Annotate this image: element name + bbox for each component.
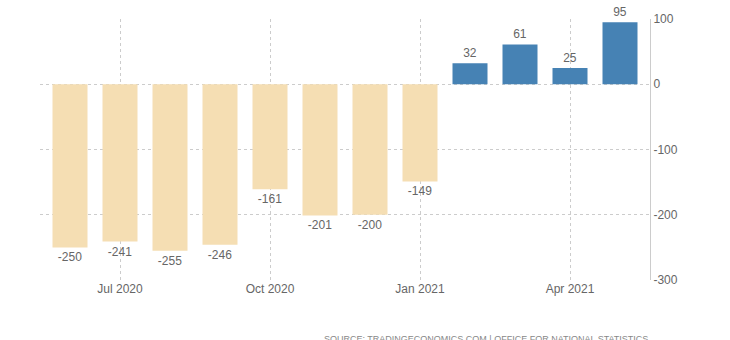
svg-text:-241: -241 — [108, 245, 132, 259]
svg-text:Oct 2020: Oct 2020 — [246, 282, 295, 296]
svg-text:-255: -255 — [158, 254, 182, 268]
svg-text:SOURCE: TRADINGECONOMICS.COM |: SOURCE: TRADINGECONOMICS.COM | OFFICE FO… — [324, 334, 648, 340]
svg-text:-161: -161 — [258, 192, 282, 206]
svg-text:Jul 2020: Jul 2020 — [97, 282, 143, 296]
svg-text:-200: -200 — [653, 208, 677, 222]
svg-text:61: 61 — [513, 27, 527, 41]
svg-text:-201: -201 — [308, 218, 332, 232]
svg-text:-300: -300 — [653, 273, 677, 287]
svg-text:-200: -200 — [358, 218, 382, 232]
svg-text:100: 100 — [653, 12, 673, 26]
svg-text:Jan 2021: Jan 2021 — [395, 282, 445, 296]
svg-text:25: 25 — [563, 51, 577, 65]
svg-text:Apr 2021: Apr 2021 — [546, 282, 595, 296]
svg-text:32: 32 — [463, 46, 477, 60]
svg-text:-149: -149 — [408, 184, 432, 198]
svg-text:-246: -246 — [208, 248, 232, 262]
svg-text:-250: -250 — [58, 250, 82, 264]
svg-text:95: 95 — [613, 5, 627, 19]
svg-text:-100: -100 — [653, 143, 677, 157]
svg-text:0: 0 — [653, 77, 660, 91]
